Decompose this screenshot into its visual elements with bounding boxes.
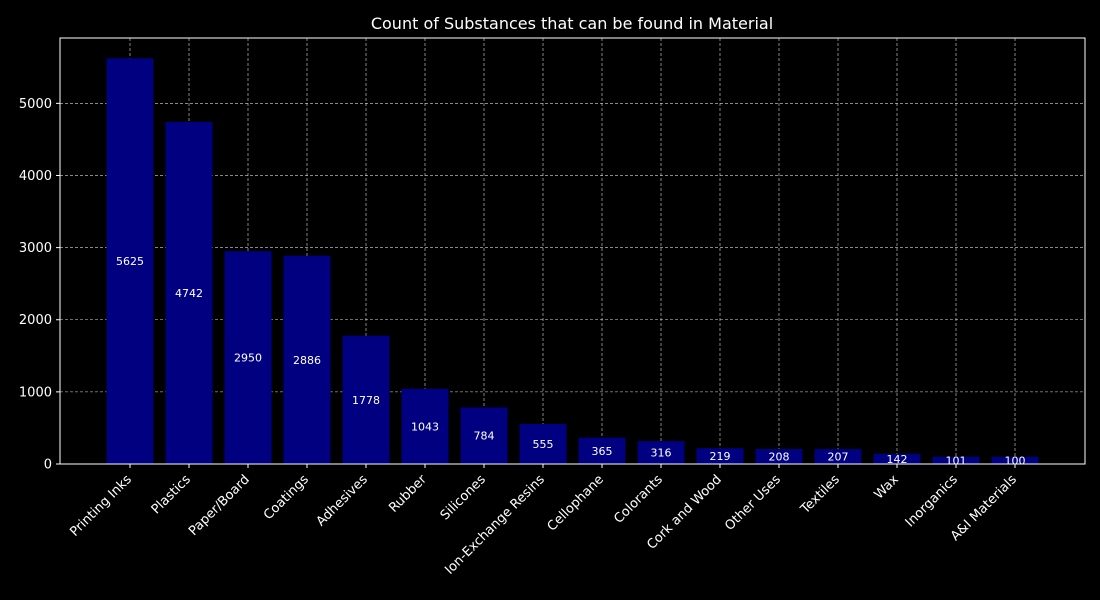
bar (696, 448, 744, 464)
bar (637, 441, 685, 464)
x-tick-label: Coatings (261, 472, 312, 523)
x-tick-label: Cellophane (545, 472, 607, 534)
data-label: 316 (651, 447, 672, 460)
data-label: 365 (592, 445, 613, 458)
plot-frame (59, 37, 1086, 465)
grid (60, 38, 1085, 465)
bar (519, 423, 567, 464)
data-label: 142 (887, 453, 908, 466)
bar (283, 255, 331, 464)
bar (224, 251, 272, 464)
bar (991, 456, 1039, 464)
bars (106, 58, 1039, 465)
data-label: 5625 (116, 255, 144, 268)
data-label: 555 (533, 438, 554, 451)
data-label: 2886 (293, 354, 321, 367)
bar (460, 407, 508, 464)
chart-title: Count of Substances that can be found in… (371, 14, 773, 33)
x-tick-label: Wax (872, 472, 902, 502)
x-tick-label: Other Uses (722, 472, 784, 534)
x-tick-label: Inorganics (903, 472, 961, 530)
data-labels: 5625 4742 2950 2886 1778 1043 784 555 365 316 219 2… (116, 255, 1026, 467)
y-tick-label: 3000 (19, 241, 52, 256)
data-label: 784 (474, 430, 495, 443)
data-label: 207 (828, 451, 849, 464)
bar (401, 388, 449, 464)
x-tick-label: Silicones (438, 472, 489, 523)
x-tick-label: Ion-Exchange Resins (442, 472, 548, 578)
data-label: 219 (710, 450, 731, 463)
y-tick-label: 2000 (19, 313, 52, 328)
bar (106, 58, 154, 464)
data-label: 1043 (411, 420, 439, 433)
bar (342, 335, 390, 464)
bar (814, 449, 862, 464)
bar (165, 121, 213, 465)
data-label: 208 (769, 450, 790, 463)
data-label: 1778 (352, 394, 380, 407)
bar (932, 456, 980, 464)
bar (578, 437, 626, 464)
y-tick-label: 1000 (19, 385, 52, 400)
x-tick-label: Adhesives (314, 472, 371, 529)
y-tick-label: 5000 (19, 97, 52, 112)
x-tick-label: Colorants (611, 472, 666, 527)
x-tick-label: Paper/Board (186, 472, 253, 539)
data-label: 4742 (175, 287, 203, 300)
bar (755, 448, 803, 464)
y-tick-label: 4000 (19, 169, 52, 184)
x-tick-label: Rubber (386, 472, 430, 516)
y-tick-label: 0 (44, 458, 52, 473)
data-label: 2950 (234, 352, 262, 365)
x-tick-label: Plastics (149, 472, 194, 517)
bar (873, 453, 921, 464)
x-tick-label: Printing Inks (67, 472, 135, 540)
x-tick-label: Textiles (797, 472, 843, 518)
